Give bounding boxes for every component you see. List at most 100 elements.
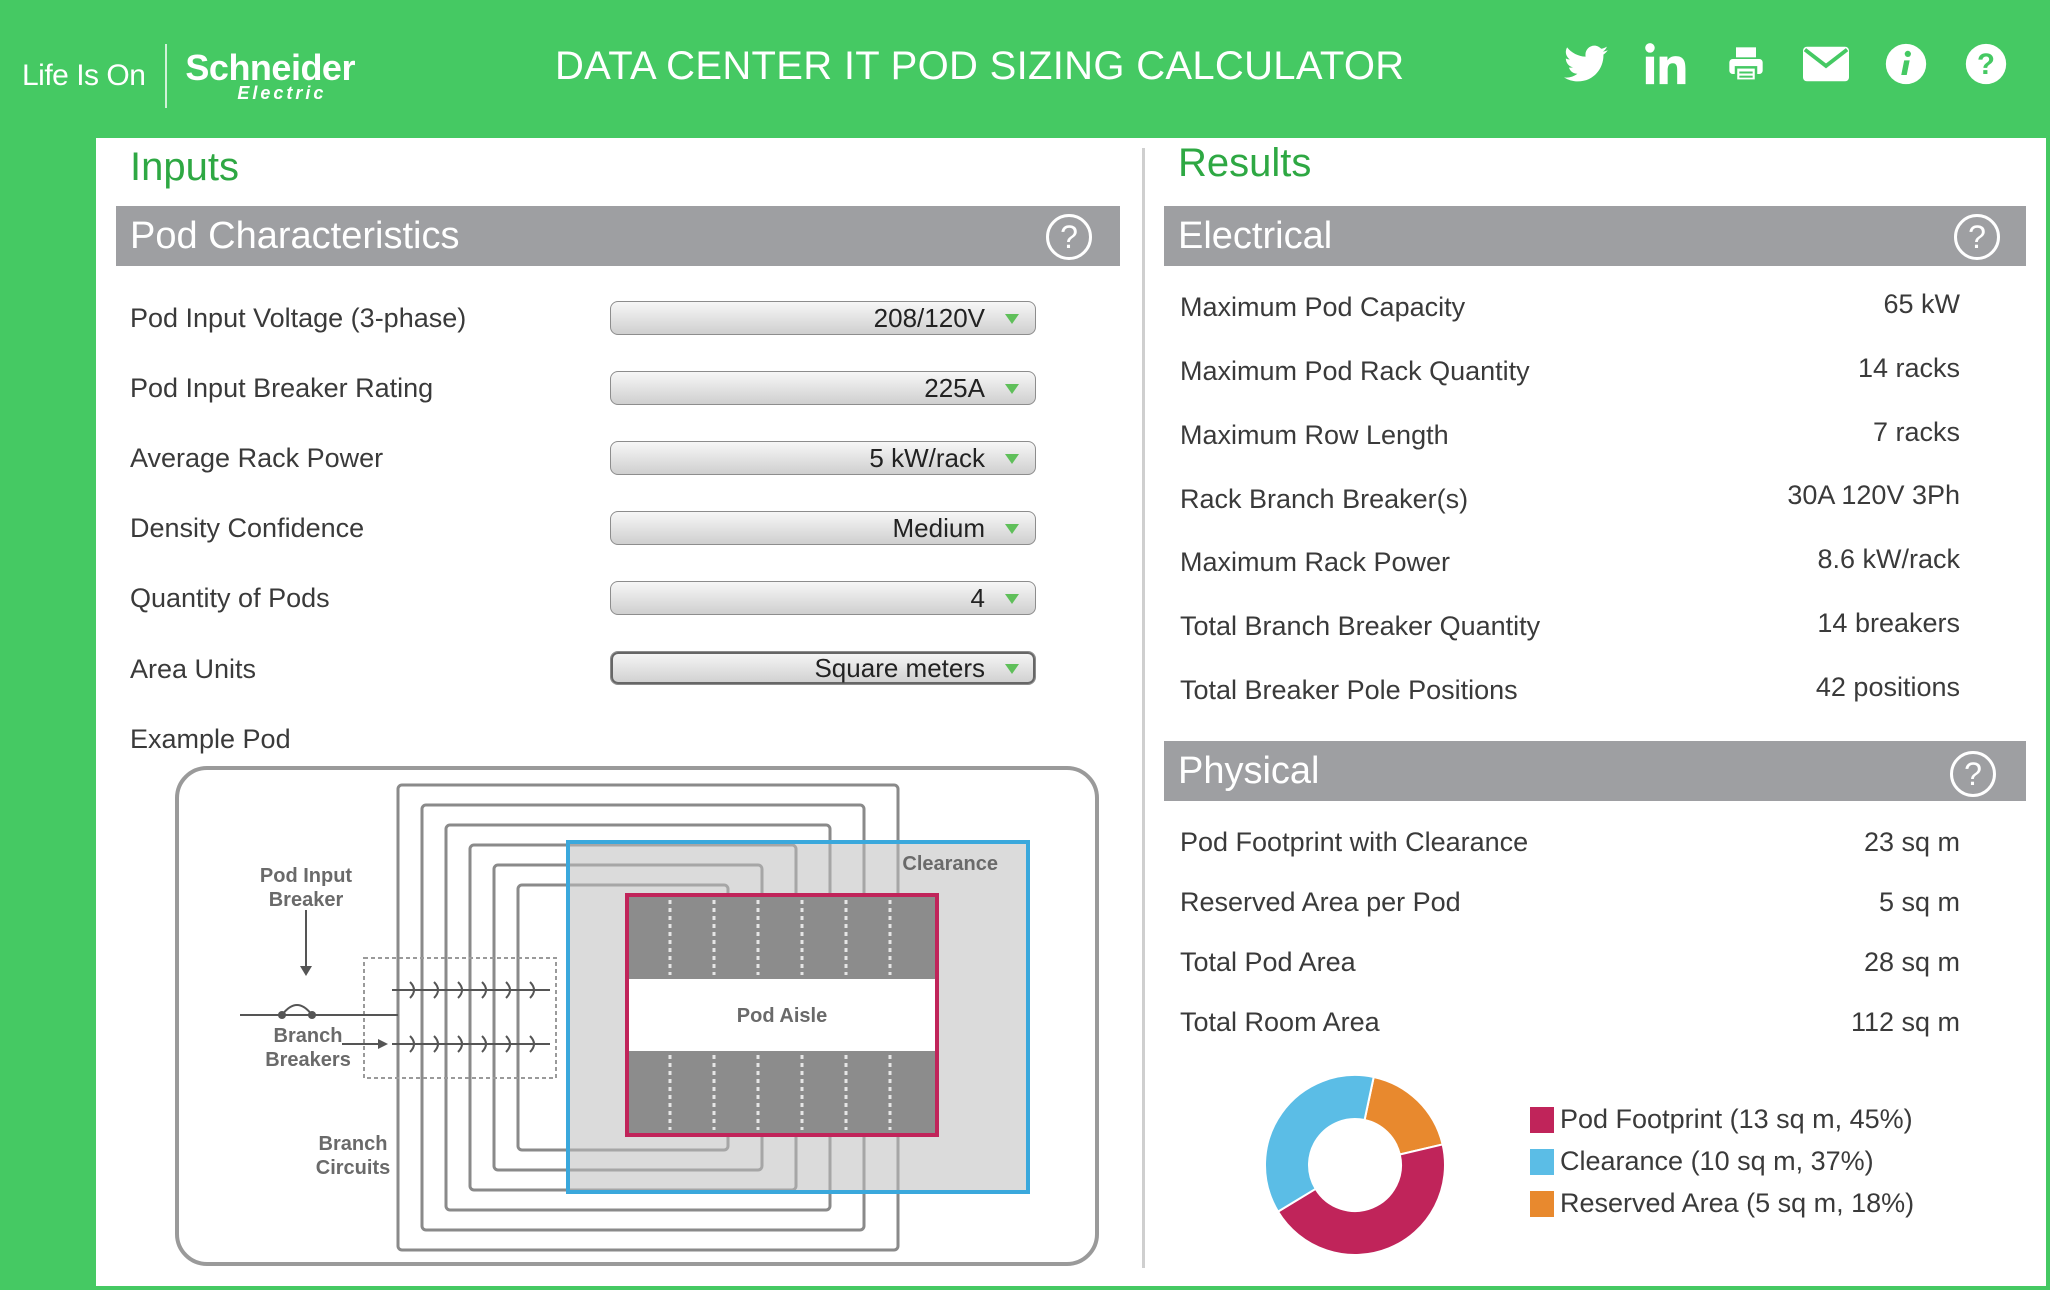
- results-heading: Results: [1178, 141, 1312, 185]
- legend-label: Pod Footprint (13 sq m, 45%): [1560, 1104, 1913, 1134]
- logo-brand: Schneider Electric: [185, 47, 355, 103]
- result-value: 8.6 kW/rack: [1817, 544, 1960, 574]
- result-label: Maximum Row Length: [1180, 420, 1449, 450]
- linkedin-icon[interactable]: [1642, 40, 1690, 88]
- inputs-heading: Inputs: [130, 145, 239, 189]
- pod-characteristics-title: Pod Characteristics: [130, 215, 460, 257]
- header-toolbar: ?: [1562, 40, 2010, 88]
- result-value: 42 positions: [1815, 672, 1960, 702]
- result-value: 30A 120V 3Ph: [1787, 480, 1960, 510]
- help-icon[interactable]: ?: [1954, 214, 2000, 260]
- result-value: 28 sq m: [1863, 947, 1960, 977]
- field-label: Average Rack Power: [130, 443, 384, 473]
- branch-breakers-label-1: Branch: [274, 1025, 343, 1047]
- help-icon[interactable]: ?: [1046, 214, 1092, 260]
- email-icon[interactable]: [1802, 40, 1850, 88]
- select-value: 225A: [924, 373, 985, 403]
- branch-circuits-label-1: Branch: [319, 1133, 388, 1155]
- result-label: Total Pod Area: [1180, 947, 1356, 977]
- field-label: Area Units: [130, 654, 257, 684]
- field-label: Density Confidence: [130, 513, 365, 543]
- column-divider: [1142, 148, 1145, 1268]
- select-value: 208/120V: [873, 303, 985, 333]
- pod-aisle-label: Pod Aisle: [737, 1005, 827, 1027]
- breaker-panel: [363, 957, 557, 1079]
- help-icon[interactable]: ?: [1962, 40, 2010, 88]
- electrical-title: Electrical: [1178, 215, 1333, 257]
- branch-breakers: [240, 910, 550, 1053]
- result-label: Rack Branch Breaker(s): [1180, 484, 1469, 514]
- result-value: 112 sq m: [1850, 1007, 1960, 1037]
- field-label: Pod Input Voltage (3-phase): [130, 303, 467, 333]
- legend-item-reserved-area: Reserved Area (5 sq m, 18%): [1530, 1188, 1914, 1219]
- logo-tagline: Life Is On: [22, 59, 146, 92]
- chevron-down-icon: [1005, 314, 1019, 324]
- rack-power-select[interactable]: 5 kW/rack: [610, 441, 1036, 475]
- pod-input-breaker-label-1: Pod Input: [260, 865, 353, 887]
- legend-label: Reserved Area (5 sq m, 18%): [1560, 1188, 1915, 1218]
- pod-characteristics-header: Pod Characteristics ?: [116, 206, 1120, 266]
- select-value: Square meters: [814, 653, 985, 683]
- logo-brand-name: Schneider: [185, 47, 355, 88]
- chevron-down-icon: [1005, 524, 1019, 534]
- result-label: Total Room Area: [1180, 1007, 1380, 1037]
- result-label: Total Breaker Pole Positions: [1180, 675, 1518, 705]
- result-label: Reserved Area per Pod: [1180, 887, 1461, 917]
- result-value: 65 kW: [1883, 289, 1960, 319]
- logo-brand-sub: Electric: [237, 83, 327, 103]
- result-value: 5 sq m: [1878, 887, 1960, 917]
- legend-item-pod-footprint: Pod Footprint (13 sq m, 45%): [1530, 1104, 1913, 1135]
- result-label: Total Branch Breaker Quantity: [1180, 611, 1541, 641]
- legend-item-clearance: Clearance (10 sq m, 37%): [1530, 1146, 1874, 1177]
- breaker-rating-select[interactable]: 225A: [610, 371, 1036, 405]
- electrical-header: Electrical ?: [1164, 206, 2026, 266]
- chevron-down-icon: [1005, 454, 1019, 464]
- header-bar: Life Is On Schneider Electric DATA CENTE…: [0, 0, 2050, 138]
- example-pod-diagram: Clearance Pod Aisle Pod Input Breaker Br…: [175, 766, 1099, 1266]
- page-title: DATA CENTER IT POD SIZING CALCULATOR: [555, 44, 1405, 88]
- pod-aisle: [629, 979, 935, 1051]
- result-value: 14 breakers: [1817, 608, 1960, 638]
- result-value: 7 racks: [1872, 417, 1960, 447]
- branch-circuits-label-2: Circuits: [316, 1157, 390, 1179]
- chevron-down-icon: [1005, 664, 1019, 674]
- donut-slice-pod-footprint[interactable]: [1276, 1143, 1446, 1256]
- result-label: Maximum Pod Capacity: [1180, 292, 1466, 322]
- density-confidence-select[interactable]: Medium: [610, 511, 1036, 545]
- info-icon[interactable]: [1882, 40, 1930, 88]
- legend-swatch: [1530, 1190, 1554, 1217]
- donut-slice-clearance[interactable]: [1264, 1074, 1375, 1213]
- chevron-down-icon: [1005, 594, 1019, 604]
- field-label: Pod Input Breaker Rating: [130, 373, 434, 403]
- result-value: 14 racks: [1857, 353, 1960, 383]
- example-pod-label: Example Pod: [130, 724, 291, 754]
- clearance-label: Clearance: [902, 853, 998, 875]
- legend-swatch: [1530, 1106, 1554, 1133]
- donut-slice-reserved-area[interactable]: [1363, 1075, 1444, 1156]
- area-donut-chart: [1264, 1074, 1446, 1256]
- voltage-select[interactable]: 208/120V: [610, 301, 1036, 335]
- result-label: Maximum Rack Power: [1180, 547, 1451, 577]
- legend-label: Clearance (10 sq m, 37%): [1560, 1146, 1874, 1176]
- twitter-icon[interactable]: [1562, 40, 1610, 88]
- select-value: Medium: [892, 513, 985, 543]
- branch-breakers-label-2: Breakers: [265, 1049, 351, 1071]
- svg-text:?: ?: [1977, 48, 1995, 81]
- select-value: 5 kW/rack: [869, 443, 985, 473]
- print-icon[interactable]: [1722, 40, 1770, 88]
- select-value: 4: [970, 583, 985, 613]
- result-label: Pod Footprint with Clearance: [1180, 827, 1529, 857]
- physical-header: Physical ?: [1164, 741, 2026, 801]
- field-label: Quantity of Pods: [130, 583, 330, 613]
- result-value: 23 sq m: [1863, 827, 1960, 857]
- legend-swatch: [1530, 1148, 1554, 1175]
- schneider-logo[interactable]: Life Is On Schneider Electric: [22, 44, 355, 108]
- logo-separator: [165, 44, 168, 108]
- area-units-select[interactable]: Square meters: [610, 651, 1036, 685]
- pod-quantity-select[interactable]: 4: [610, 581, 1036, 615]
- help-icon[interactable]: ?: [1950, 751, 1996, 797]
- result-label: Maximum Pod Rack Quantity: [1180, 356, 1530, 386]
- physical-title: Physical: [1178, 750, 1320, 792]
- chevron-down-icon: [1005, 384, 1019, 394]
- pod-input-breaker-label-2: Breaker: [269, 889, 344, 911]
